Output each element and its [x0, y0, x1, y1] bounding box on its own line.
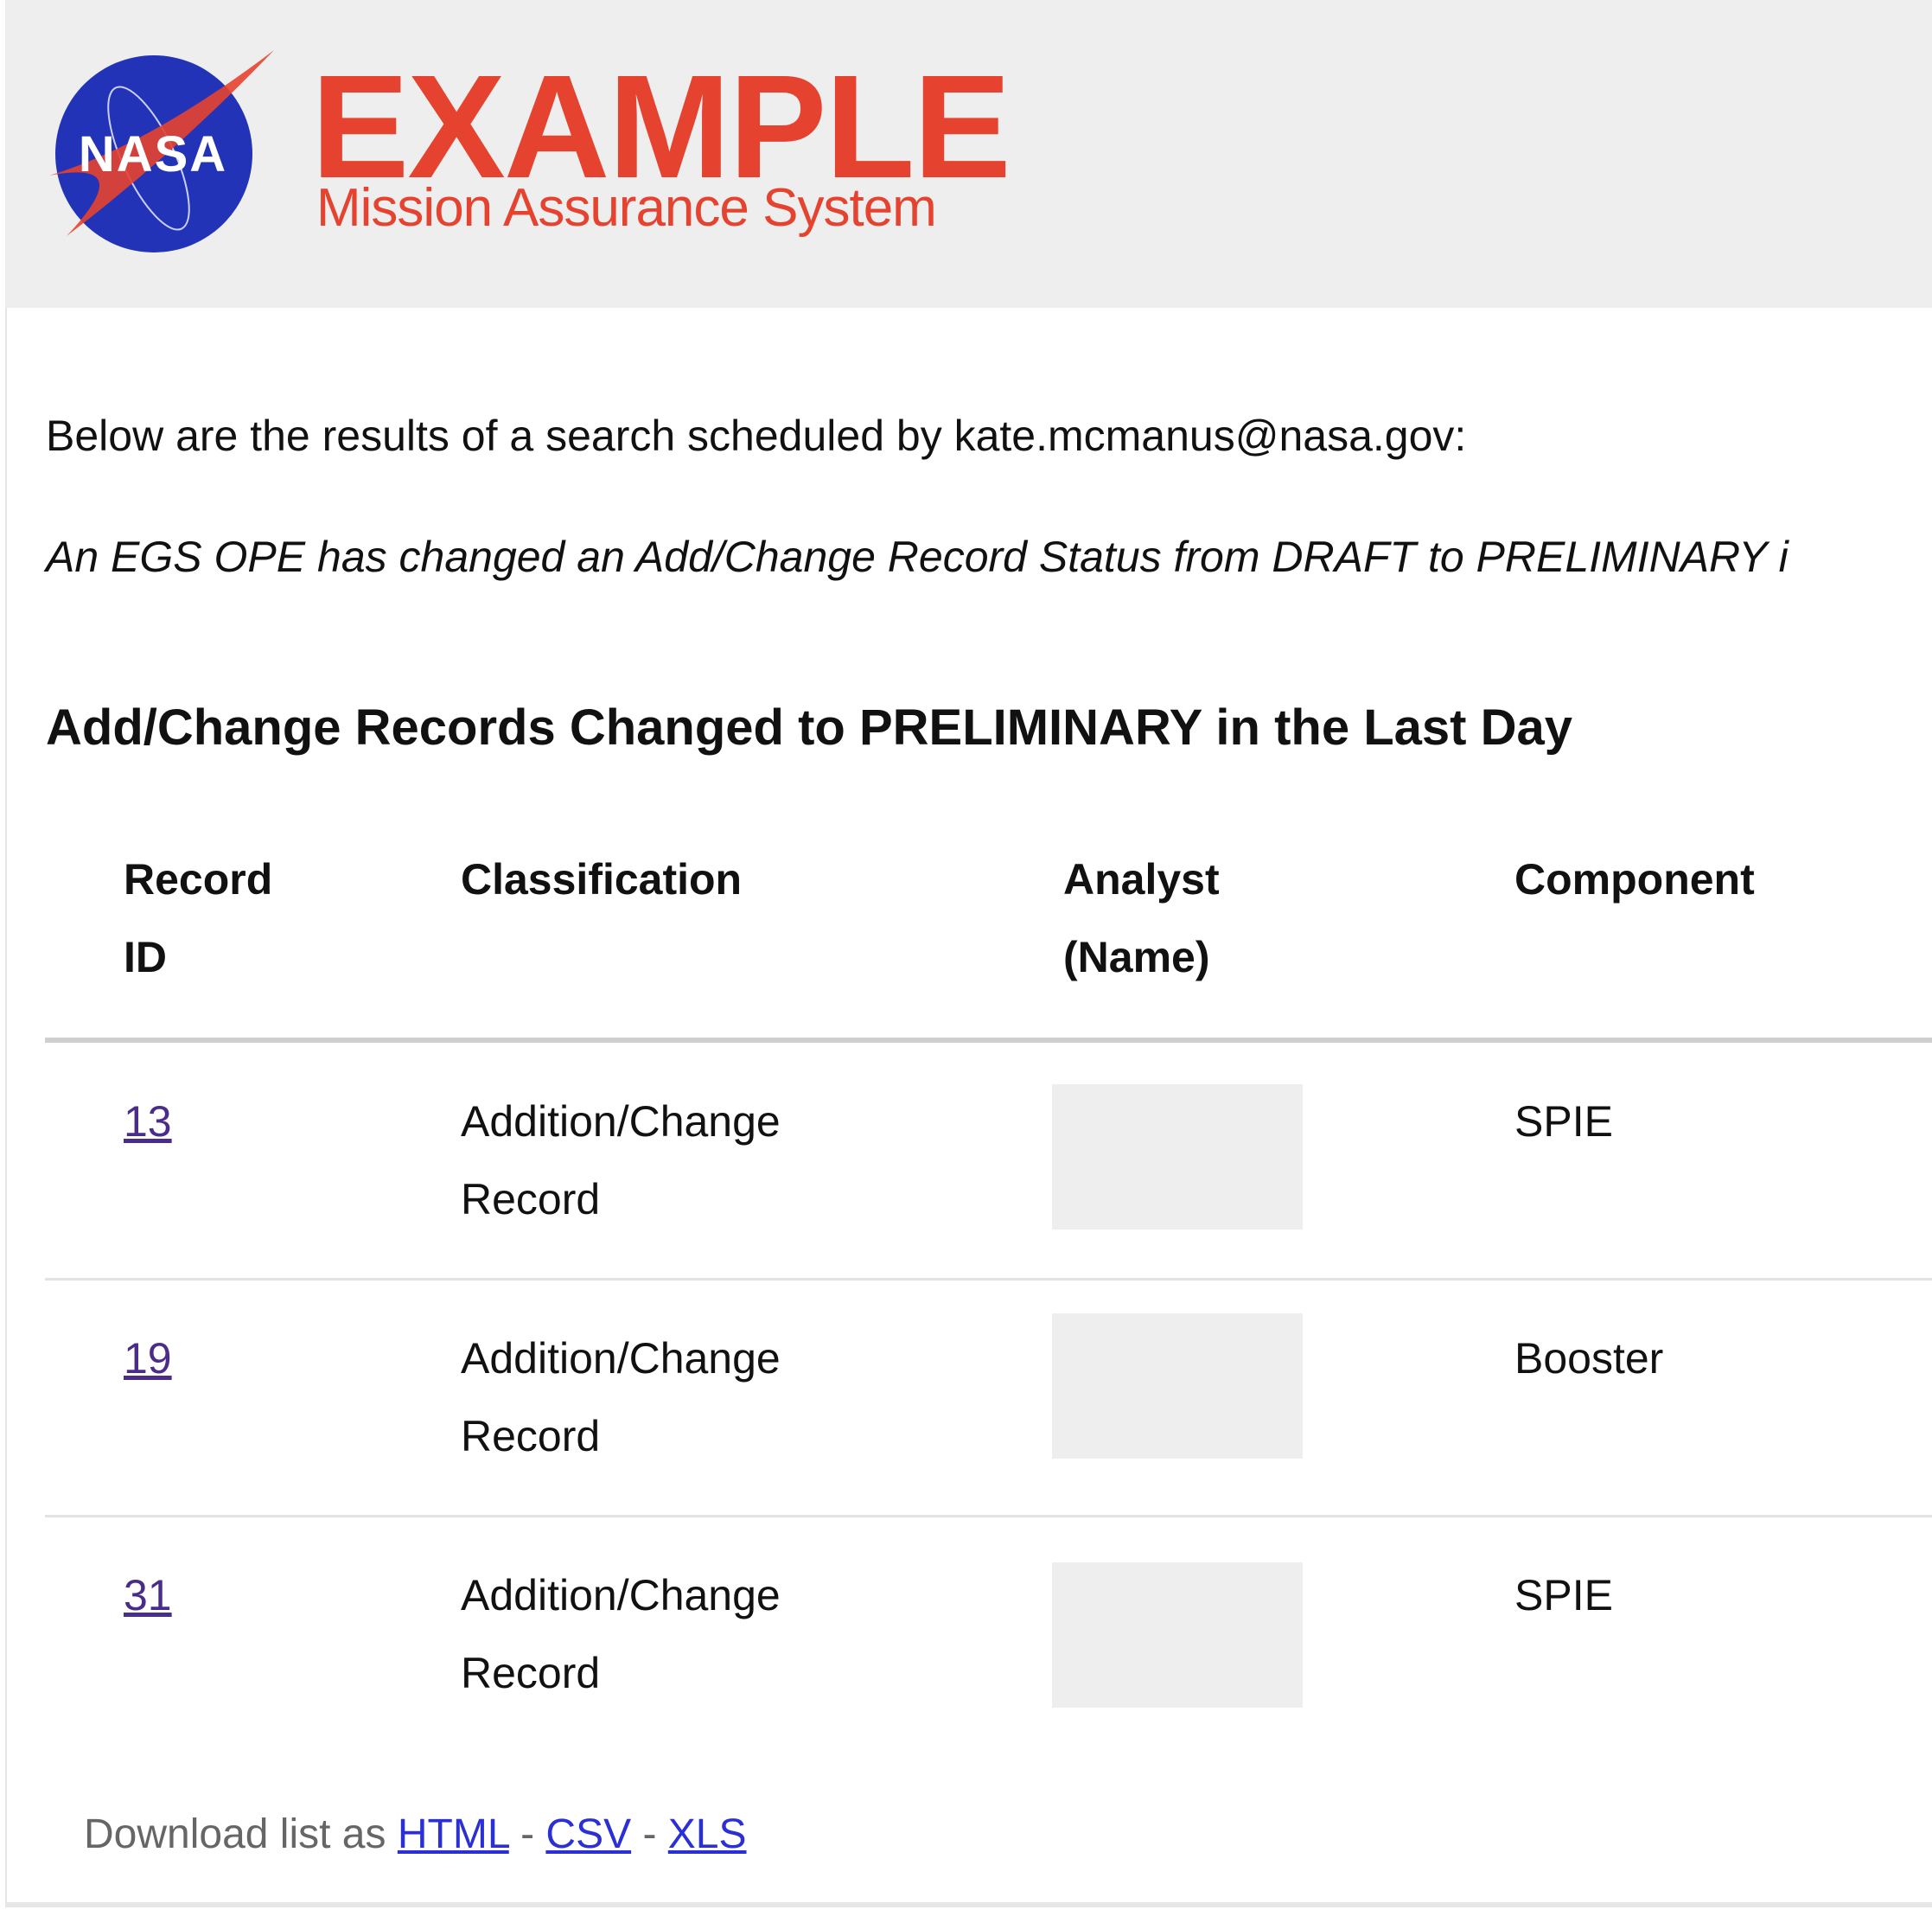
column-header-record-id: Record ID: [124, 840, 272, 996]
brand-title: EXAMPLE: [311, 45, 1011, 209]
row-divider: [45, 1278, 1932, 1281]
classification-cell: Addition/Change Record: [461, 1556, 781, 1712]
record-id-link[interactable]: 31: [124, 1571, 172, 1619]
intro-text: Below are the results of a search schedu…: [46, 412, 1467, 460]
column-header-classification: Classification: [461, 855, 743, 904]
classification-line: Addition/Change: [461, 1334, 781, 1383]
analyst-redacted: [1052, 1562, 1303, 1708]
separator: -: [520, 1811, 535, 1857]
header-line: Analyst: [1063, 855, 1220, 904]
component-cell: Booster: [1514, 1334, 1664, 1383]
section-title: Add/Change Records Changed to PRELIMINAR…: [46, 699, 1572, 756]
classification-cell: Addition/Change Record: [461, 1083, 781, 1238]
email-frame: [5, 0, 1932, 1907]
download-csv-link[interactable]: CSV: [545, 1811, 632, 1857]
classification-line: Addition/Change: [461, 1571, 781, 1619]
download-options: Download list as HTML - CSV - XLS: [84, 1811, 747, 1858]
classification-line: Record: [461, 1649, 601, 1697]
header-line: Record: [124, 855, 273, 904]
nasa-logo-icon: NASA: [49, 50, 274, 252]
column-header-component: Component: [1514, 855, 1755, 904]
header-banner: [5, 0, 1932, 308]
row-divider: [45, 1515, 1932, 1517]
component-cell: SPIE: [1514, 1097, 1613, 1146]
column-header-analyst: Analyst (Name): [1063, 840, 1220, 996]
classification-line: Addition/Change: [461, 1097, 781, 1146]
component-cell: SPIE: [1514, 1571, 1613, 1619]
header-line: (Name): [1063, 933, 1210, 981]
table-row-19: 19: [124, 1319, 172, 1397]
search-description: An EGS OPE has changed an Add/Change Rec…: [46, 533, 1789, 581]
record-id-link[interactable]: 13: [124, 1097, 172, 1146]
table-row-31: 31: [124, 1556, 172, 1634]
classification-line: Record: [461, 1175, 601, 1223]
analyst-redacted: [1052, 1313, 1303, 1459]
brand-subtitle: Mission Assurance System: [316, 178, 937, 238]
classification-line: Record: [461, 1412, 601, 1460]
header-divider: [45, 1038, 1932, 1043]
download-label: Download list as: [84, 1811, 386, 1857]
table-row-13: 13: [124, 1083, 172, 1160]
record-id-link[interactable]: 19: [124, 1334, 172, 1383]
analyst-redacted: [1052, 1084, 1303, 1230]
download-html-link[interactable]: HTML: [397, 1811, 509, 1857]
download-xls-link[interactable]: XLS: [667, 1811, 747, 1857]
svg-text:NASA: NASA: [79, 126, 227, 182]
separator: -: [642, 1811, 657, 1857]
classification-cell: Addition/Change Record: [461, 1319, 781, 1475]
header-line: ID: [124, 933, 167, 981]
